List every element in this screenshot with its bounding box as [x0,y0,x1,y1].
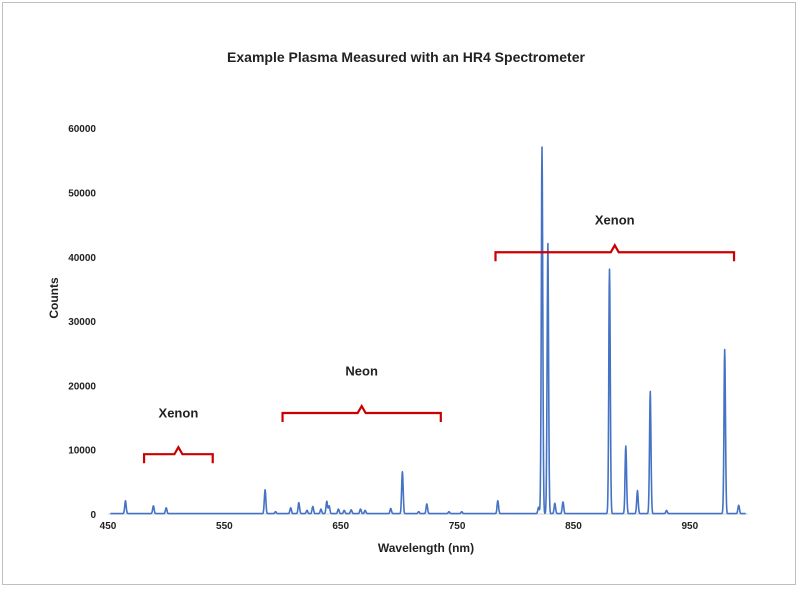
x-tick-label: 450 [100,521,117,532]
annotation-label: Neon [345,364,378,379]
x-axis-label: Wavelength (nm) [378,541,474,555]
annotation-brace [494,243,736,262]
annotation-label: Xenon [159,406,199,421]
annotation-brace [142,444,214,464]
chart-title: Example Plasma Measured with an HR4 Spec… [227,49,585,65]
x-tick-label: 750 [449,521,466,532]
x-axis-ticks: 450 550 650 750 850 950 [100,521,699,532]
spectrum-line [109,146,747,515]
y-axis-ticks: 0 10000 20000 30000 40000 50000 60000 [68,124,96,521]
y-tick-label: 10000 [68,446,96,457]
y-tick-label: 0 [90,510,96,521]
annotation-label: Xenon [595,213,635,228]
y-tick-label: 30000 [68,317,96,328]
y-tick-label: 20000 [68,381,96,392]
annotation-brace [281,403,442,423]
x-tick-label: 950 [681,521,698,532]
x-tick-label: 650 [332,521,349,532]
y-tick-label: 40000 [68,253,96,264]
x-tick-label: 550 [216,521,233,532]
y-axis-label: Counts [47,277,61,319]
annotations: Xenon Neon Xenon [142,213,736,464]
y-tick-label: 50000 [68,188,96,199]
y-tick-label: 60000 [68,124,96,135]
x-tick-label: 850 [565,521,582,532]
